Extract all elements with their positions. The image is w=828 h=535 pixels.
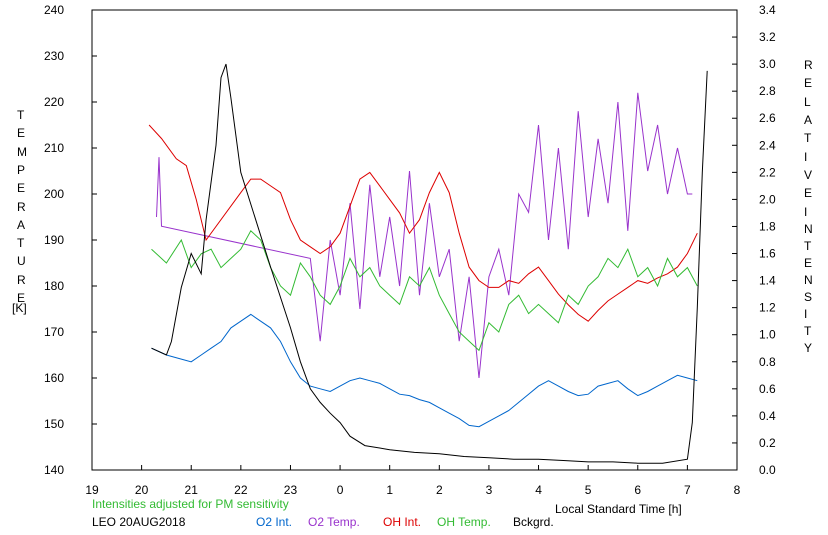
- axis-label-letter: A: [804, 112, 813, 127]
- series-line-bckgrd: [151, 63, 708, 464]
- axis-label-letter: A: [17, 217, 26, 232]
- right-tick-label: 1.6: [759, 247, 776, 261]
- axis-label-letter: R: [17, 272, 26, 287]
- right-axis: 0.0 0.2 0.4 0.6 0.8 1.0 1.2 1.4 1.6 1.8 2.0 2.2 2.4 2…: [732, 3, 776, 477]
- x-tick-label: 20: [135, 483, 149, 497]
- left-tick-label: 220: [44, 95, 64, 109]
- axis-label-letter: E: [804, 186, 813, 201]
- x-tick-label: 5: [585, 483, 592, 497]
- right-tick-label: 2.8: [759, 84, 776, 98]
- axis-label-letter: T: [804, 239, 812, 253]
- left-tick-label: 170: [44, 325, 64, 339]
- axis-label-letter: L: [804, 94, 811, 109]
- legend-o2-temp: O2 Temp.: [308, 515, 360, 529]
- axis-label-letter: R: [17, 199, 26, 214]
- station-date-label: LEO 20AUG2018: [92, 515, 186, 529]
- series-line-oh-int: [148, 124, 698, 322]
- axis-label-letter: N: [804, 222, 813, 236]
- axis-label-letter: E: [17, 126, 26, 141]
- axis-label-letter: P: [17, 162, 26, 177]
- right-tick-label: 3.0: [759, 57, 776, 71]
- axis-label-letter: T: [804, 324, 812, 338]
- x-axis: 19 20 21 22 23 0 1 2 3 4 5 6 7 8: [85, 465, 741, 497]
- left-tick-label: 140: [44, 463, 64, 477]
- right-tick-label: 0.6: [759, 382, 776, 396]
- axis-label-letter: S: [804, 290, 813, 304]
- left-tick-label: 200: [44, 187, 64, 201]
- right-tick-label: 3.2: [759, 30, 776, 44]
- legend-o2-int: O2 Int.: [256, 515, 293, 529]
- right-tick-label: 1.2: [759, 301, 776, 315]
- axis-label-letter: R: [804, 58, 813, 72]
- series-line-o2-int: [151, 313, 698, 428]
- axis-label-letter: E: [804, 76, 813, 91]
- axis-label-letter: E: [17, 181, 26, 196]
- x-tick-label: 0: [337, 483, 344, 497]
- right-tick-label: 1.4: [759, 274, 776, 288]
- axis-label-letter: I: [804, 205, 808, 219]
- series-line-oh-temp: [151, 229, 698, 352]
- axis-label-letter: M: [17, 144, 27, 159]
- left-tick-label: 180: [44, 279, 64, 293]
- x-tick-label: 22: [234, 483, 248, 497]
- axis-label-letter: I: [804, 307, 808, 321]
- x-tick-label: 4: [535, 483, 542, 497]
- legend-bckgrd: Bckgrd.: [513, 515, 554, 529]
- left-axis: 140 150 160 170 180 190 200 210 220 230 240: [44, 3, 97, 477]
- right-tick-label: 2.6: [759, 111, 776, 125]
- left-tick-label: 190: [44, 233, 64, 247]
- left-tick-label: 150: [44, 417, 64, 431]
- left-tick-label: 240: [44, 3, 64, 17]
- right-tick-label: 3.4: [759, 3, 776, 17]
- left-tick-label: 160: [44, 371, 64, 385]
- x-tick-label: 23: [284, 483, 298, 497]
- right-tick-label: 1.8: [759, 219, 776, 233]
- axis-label-letter: Y: [804, 341, 813, 355]
- series-line-o2-temp: [156, 92, 693, 379]
- x-tick-label: 3: [486, 483, 493, 497]
- right-tick-label: 2.2: [759, 165, 776, 179]
- x-tick-label: 8: [734, 483, 741, 497]
- axis-label-letter: V: [804, 167, 813, 182]
- axis-label-letter: N: [804, 273, 813, 287]
- plot-frame: [91, 9, 738, 471]
- axis-label-letter: T: [17, 236, 25, 251]
- right-tick-label: 0.2: [759, 436, 776, 450]
- left-tick-label: 210: [44, 141, 64, 155]
- right-tick-label: 2.4: [759, 138, 776, 152]
- axis-label-letter: I: [804, 149, 808, 164]
- axis-label-letter: T: [804, 131, 812, 146]
- sensitivity-note: Intensities adjusted for PM sensitivity: [92, 497, 289, 511]
- plot-lines: [148, 63, 708, 464]
- axis-label-letter: T: [17, 108, 25, 122]
- x-tick-label: 21: [185, 483, 199, 497]
- x-axis-label: Local Standard Time [h]: [555, 502, 682, 516]
- right-tick-label: 1.0: [759, 328, 776, 342]
- axis-label-unit: [K]: [12, 301, 27, 315]
- legend-oh-temp: OH Temp.: [437, 515, 491, 529]
- left-tick-label: 230: [44, 49, 64, 63]
- right-tick-label: 0.8: [759, 355, 776, 369]
- x-tick-label: 19: [85, 483, 99, 497]
- right-tick-label: 0.4: [759, 409, 776, 423]
- x-tick-label: 6: [634, 483, 641, 497]
- x-tick-label: 2: [436, 483, 443, 497]
- x-tick-label: 7: [684, 483, 691, 497]
- legend-oh-int: OH Int.: [383, 515, 422, 529]
- right-tick-label: 0.0: [759, 463, 776, 477]
- x-tick-label: 1: [386, 483, 393, 497]
- axis-label-letter: E: [17, 291, 26, 305]
- axis-label-letter: U: [17, 254, 26, 269]
- right-tick-label: 2.0: [759, 192, 776, 206]
- axis-label-letter: E: [804, 256, 813, 270]
